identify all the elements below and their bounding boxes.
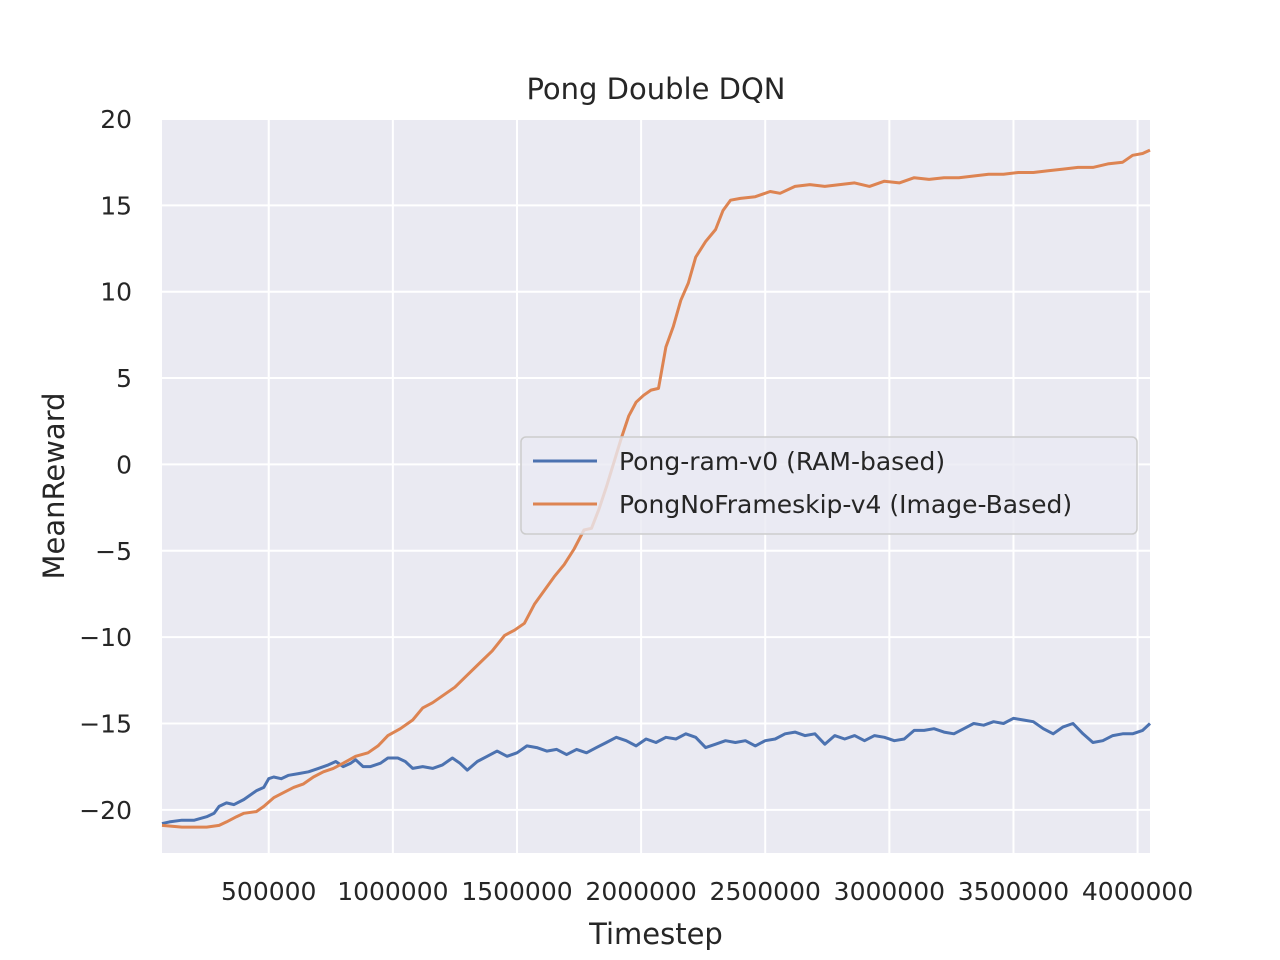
y-tick-label: −10: [79, 623, 132, 652]
x-tick-label: 3500000: [958, 877, 1069, 906]
series-line-image: [161, 148, 1151, 829]
x-tick-label: 3000000: [834, 877, 945, 906]
y-tick-label: −15: [79, 709, 132, 738]
y-axis-label: MeanReward: [37, 392, 71, 579]
x-tick-label: 4000000: [1082, 877, 1193, 906]
y-tick-label: 0: [116, 450, 132, 479]
x-axis-label: Timestep: [588, 917, 723, 951]
x-tick-label: 2500000: [710, 877, 821, 906]
chart-title: Pong Double DQN: [526, 72, 785, 106]
y-tick-label: 20: [100, 105, 132, 134]
legend-box: [520, 436, 1138, 535]
legend-label-ram: Pong-ram-v0 (RAM-based): [619, 447, 945, 476]
legend-label-image: PongNoFrameskip-v4 (Image-Based): [619, 490, 1072, 519]
y-tick-label: 10: [100, 278, 132, 307]
x-tick-label: 1500000: [461, 877, 572, 906]
x-tick-labels: 500000 1000000 1500000 2000000 2500000 300000…: [221, 877, 1193, 906]
y-tick-label: −5: [95, 537, 132, 566]
y-tick-label: 5: [116, 364, 132, 393]
x-tick-label: 500000: [221, 877, 316, 906]
legend: Pong-ram-v0 (RAM-based) PongNoFrameskip-…: [520, 436, 1138, 535]
x-tick-label: 2000000: [585, 877, 696, 906]
series-group: [161, 148, 1152, 829]
y-tick-labels: −20 −15 −10 −5 0 5 10 15 20: [79, 105, 132, 825]
y-tick-label: 15: [100, 191, 132, 220]
series-line-ram: [161, 716, 1152, 826]
x-tick-label: 1000000: [337, 877, 448, 906]
y-tick-label: −20: [79, 796, 132, 825]
